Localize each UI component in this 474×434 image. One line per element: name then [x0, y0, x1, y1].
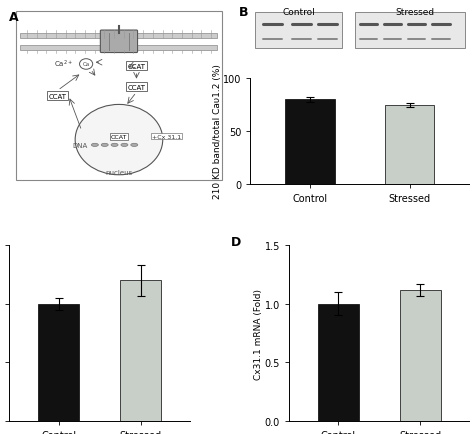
Text: CCAT: CCAT [128, 64, 146, 69]
Y-axis label: Cx31.1 mRNA (Fold): Cx31.1 mRNA (Fold) [254, 288, 263, 378]
FancyBboxPatch shape [16, 12, 222, 181]
FancyBboxPatch shape [100, 31, 137, 53]
Ellipse shape [101, 144, 108, 147]
Bar [285, 100, 335, 184]
Text: Ca$^{2+}$: Ca$^{2+}$ [54, 58, 73, 69]
Ellipse shape [131, 144, 138, 147]
Ellipse shape [91, 144, 99, 147]
Text: Ca: Ca [82, 62, 90, 67]
Bar [318, 304, 359, 421]
FancyBboxPatch shape [356, 13, 465, 49]
Text: CCAT: CCAT [111, 134, 127, 139]
Text: DNA: DNA [72, 142, 87, 148]
FancyBboxPatch shape [20, 33, 218, 39]
FancyBboxPatch shape [20, 46, 218, 51]
FancyBboxPatch shape [255, 13, 342, 49]
Text: A: A [9, 11, 18, 24]
Text: CCAT: CCAT [128, 85, 146, 91]
Text: D: D [231, 235, 242, 248]
Bar [120, 281, 161, 421]
Text: Control: Control [282, 8, 315, 16]
Y-axis label: 210 KD band/total Caυ1.2 (%): 210 KD band/total Caυ1.2 (%) [212, 64, 221, 199]
Text: CCAT: CCAT [49, 93, 67, 99]
Text: nucleus: nucleus [105, 170, 133, 176]
Ellipse shape [111, 144, 118, 147]
Text: B: B [239, 7, 249, 19]
Circle shape [75, 105, 163, 175]
Text: +Cx 31.1: +Cx 31.1 [152, 134, 181, 139]
Bar [385, 105, 435, 184]
Ellipse shape [121, 144, 128, 147]
Text: Stressed: Stressed [395, 8, 434, 16]
Bar [400, 290, 440, 421]
Bar [38, 304, 79, 421]
